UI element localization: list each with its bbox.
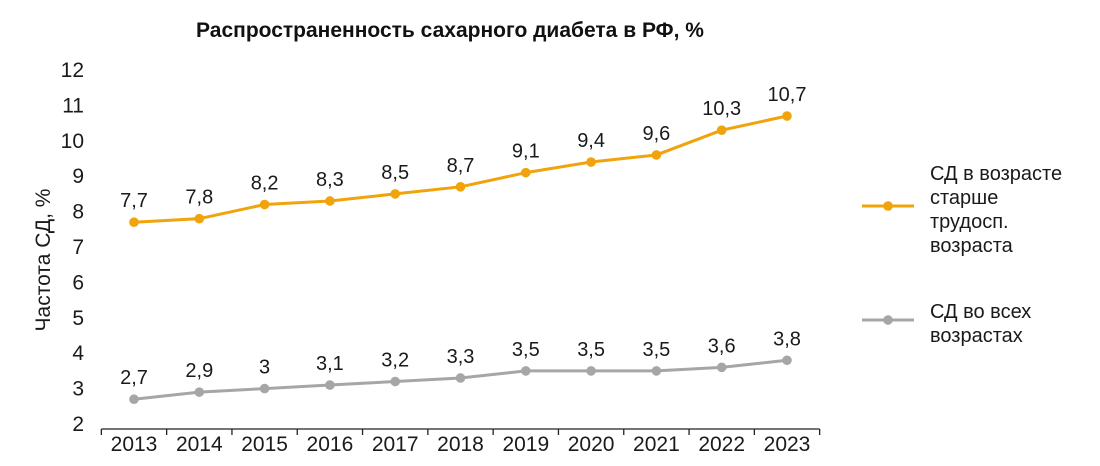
data-label: 9,6 [642, 123, 670, 145]
data-label: 8,5 [381, 162, 409, 184]
y-axis-label: Частота СД, % [32, 189, 55, 332]
data-point [651, 150, 662, 160]
data-label: 7,7 [120, 190, 148, 212]
data-point [586, 366, 596, 376]
series-2: 2,7 2,9 3 3,1 3,2 3,3 3,5 3,5 3,5 3,6 3,8 [120, 328, 801, 405]
legend-label: трудосп. [930, 211, 1009, 233]
y-tick-label: 7 [72, 236, 84, 259]
legend-label: возрастах [930, 325, 1023, 347]
y-tick-label: 3 [72, 378, 84, 401]
data-point [129, 217, 139, 228]
data-point [782, 355, 792, 366]
y-tick-label: 4 [72, 342, 84, 365]
y-tick-label: 12 [61, 59, 84, 82]
data-point [455, 373, 466, 383]
data-label: 3,3 [447, 346, 475, 368]
data-point [651, 366, 662, 376]
x-tick-label: 2016 [307, 433, 354, 456]
legend-label: старше [930, 187, 998, 209]
y-tick-label: 9 [72, 165, 84, 188]
data-label: 8,3 [316, 169, 344, 191]
x-tick-label: 2020 [568, 433, 615, 456]
data-label: 3,1 [316, 353, 344, 375]
data-label: 8,7 [447, 155, 475, 177]
data-label: 9,4 [577, 130, 605, 152]
data-label: 3,5 [577, 339, 605, 361]
legend-label: СД в возрасте [930, 163, 1062, 185]
data-label: 2,9 [185, 360, 213, 382]
y-axis: 2 3 4 5 6 7 8 9 10 11 12 [61, 59, 85, 436]
legend-marker [883, 201, 893, 211]
y-tick-label: 10 [61, 130, 84, 153]
x-tick-label: 2013 [111, 433, 158, 456]
data-point [194, 213, 205, 224]
data-point [455, 182, 466, 192]
data-point [716, 125, 727, 135]
series-1: 7,7 7,8 8,2 8,3 8,5 8,7 9,1 9,4 9,6 10,3 10,7 [120, 84, 807, 228]
data-point [390, 376, 401, 387]
data-label: 8,2 [251, 173, 279, 195]
y-tick-label: 5 [72, 307, 84, 330]
data-label: 3,5 [642, 339, 670, 361]
data-label: 3,5 [512, 339, 540, 361]
data-label: 3 [259, 357, 270, 379]
data-label: 7,8 [185, 187, 213, 209]
data-point [586, 157, 596, 167]
data-point [129, 394, 139, 405]
y-tick-label: 6 [72, 271, 84, 294]
x-axis: 2013 2014 2015 2016 2017 2018 2019 2020 2021 2022… [100, 428, 821, 456]
data-label: 10,7 [768, 84, 807, 106]
data-point [716, 362, 727, 373]
plot-area: 7,7 7,88,2 8,3 8,5 8,79,1 9,4 9,610,310,72,7 2,… [120, 84, 807, 405]
x-tick-label: 2022 [698, 433, 745, 456]
data-point [325, 380, 335, 390]
data-label: 2,7 [120, 367, 148, 389]
data-point [390, 189, 401, 199]
data-point [194, 387, 205, 397]
data-label: 9,1 [512, 141, 540, 163]
x-tick-label: 2017 [372, 433, 419, 456]
data-label: 3,8 [773, 328, 801, 350]
data-point [259, 383, 270, 394]
x-tick-label: 2019 [502, 433, 549, 456]
x-tick-label: 2015 [241, 433, 288, 456]
x-tick-label: 2014 [176, 433, 223, 456]
legend-marker [883, 315, 893, 325]
data-label: 10,3 [702, 98, 741, 120]
legend-label: возраста [930, 235, 1014, 257]
data-point [782, 111, 792, 121]
y-tick-label: 2 [72, 413, 84, 436]
data-point [521, 366, 531, 376]
chart-title: Распространенность сахарного диабета в Р… [196, 19, 704, 42]
data-point [325, 196, 335, 206]
data-label: 3,2 [381, 350, 409, 372]
x-tick-label: 2023 [764, 433, 811, 456]
x-tick-label: 2018 [437, 433, 484, 456]
y-tick-label: 8 [72, 201, 84, 224]
data-point [259, 199, 270, 210]
legend-label: СД во всех [930, 301, 1031, 323]
y-tick-label: 11 [62, 94, 84, 117]
data-label: 3,6 [708, 335, 736, 357]
x-tick-label: 2021 [633, 433, 680, 456]
data-point [521, 167, 531, 178]
